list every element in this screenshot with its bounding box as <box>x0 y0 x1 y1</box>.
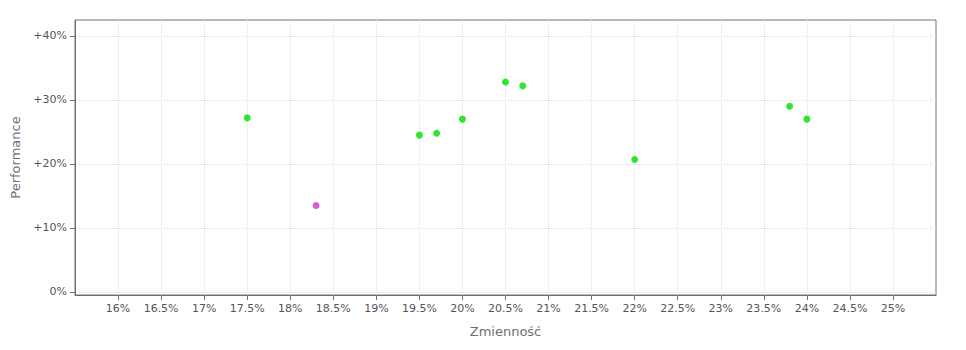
svg-text:20.5%: 20.5% <box>488 302 523 315</box>
svg-text:+30%: +30% <box>33 93 67 106</box>
svg-text:19.5%: 19.5% <box>402 302 437 315</box>
svg-text:16.5%: 16.5% <box>144 302 179 315</box>
svg-text:25%: 25% <box>881 302 905 315</box>
svg-text:23%: 23% <box>709 302 733 315</box>
svg-text:+20%: +20% <box>33 157 67 170</box>
svg-text:18.5%: 18.5% <box>316 302 351 315</box>
svg-text:Zmienność: Zmienność <box>470 324 542 339</box>
svg-text:20%: 20% <box>450 302 474 315</box>
svg-text:22.5%: 22.5% <box>660 302 695 315</box>
svg-text:21%: 21% <box>536 302 560 315</box>
svg-text:24%: 24% <box>795 302 819 315</box>
svg-text:19%: 19% <box>364 302 388 315</box>
svg-text:Performance: Performance <box>8 116 23 198</box>
svg-text:17%: 17% <box>192 302 216 315</box>
svg-text:+10%: +10% <box>33 221 67 234</box>
svg-text:18%: 18% <box>278 302 302 315</box>
svg-text:+40%: +40% <box>33 29 67 42</box>
svg-text:22%: 22% <box>622 302 646 315</box>
svg-text:21.5%: 21.5% <box>574 302 609 315</box>
svg-text:16%: 16% <box>106 302 130 315</box>
svg-text:24.5%: 24.5% <box>832 302 867 315</box>
svg-text:0%: 0% <box>50 285 67 298</box>
svg-text:23.5%: 23.5% <box>746 302 781 315</box>
svg-text:17.5%: 17.5% <box>230 302 265 315</box>
